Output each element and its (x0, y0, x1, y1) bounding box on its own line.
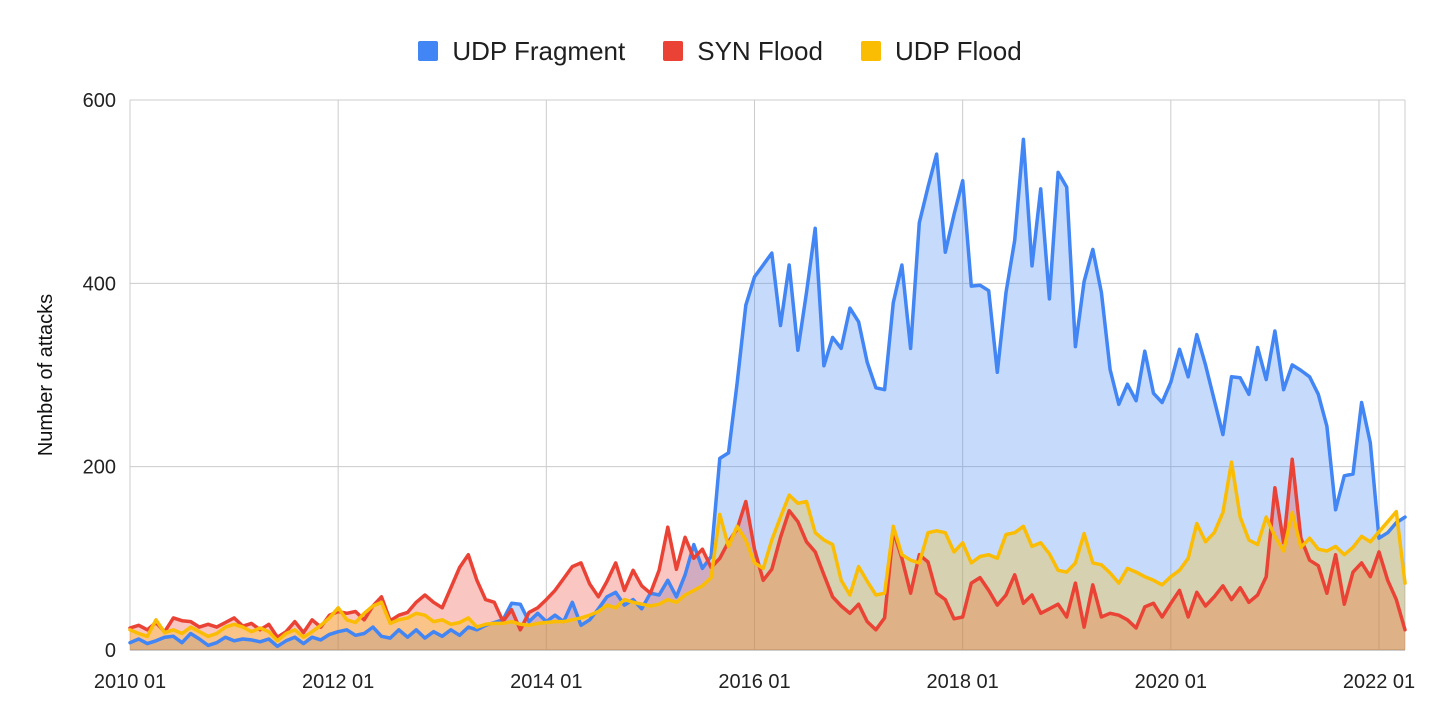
legend-label: UDP Flood (894, 36, 1022, 66)
legend-item-udp-fragment: UDP Fragment (418, 38, 625, 64)
legend-swatch-udp-fragment-icon (418, 41, 439, 61)
legend-swatch-udp-flood-icon (860, 41, 881, 61)
x-tick-label: 2020 01 (1135, 671, 1207, 693)
y-tick-label: 400 (83, 273, 116, 295)
series-area-syn-flood (130, 459, 1405, 650)
series-line-udp-flood (128, 460, 1407, 643)
x-tick-label: 2012 01 (302, 671, 374, 693)
y-tick-label: 600 (83, 90, 116, 112)
legend-item-syn-flood: SYN Flood (663, 38, 823, 64)
x-tick-label: 2010 01 (94, 671, 166, 693)
legend-swatch-syn-flood-icon (663, 41, 684, 61)
x-tick-label: 2016 01 (718, 671, 790, 693)
series-line-udp-fragment (128, 137, 1407, 649)
legend-item-udp-flood: UDP Flood (860, 36, 1022, 66)
y-tick-label: 0 (105, 640, 116, 662)
series-area-udp-fragment (130, 139, 1405, 650)
legend-label: UDP Fragment (452, 36, 626, 66)
chart-legend: UDP Fragment SYN Flood UDP Flood (0, 38, 1440, 64)
x-tick-label: 2022 01 (1343, 671, 1415, 693)
y-axis-title: Number of attacks (35, 294, 57, 456)
y-tick-label: 200 (83, 457, 116, 479)
legend-label: SYN Flood (697, 36, 823, 66)
x-tick-label: 2014 01 (510, 671, 582, 693)
x-tick-label: 2018 01 (927, 671, 999, 693)
